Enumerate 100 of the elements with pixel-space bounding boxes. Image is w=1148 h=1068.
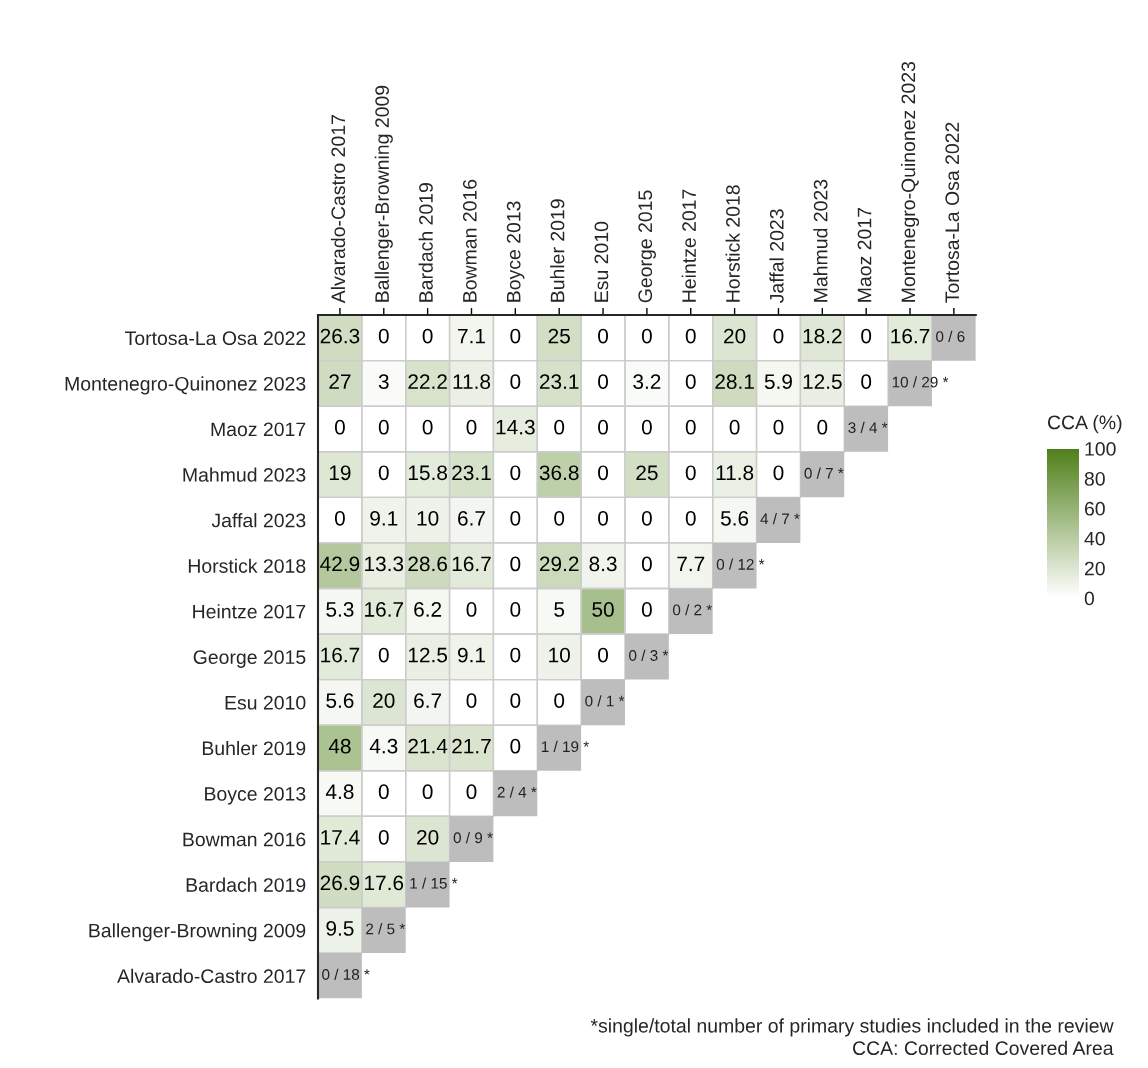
data-label: 0	[422, 419, 433, 435]
y-tick-label: George 2015	[193, 650, 306, 668]
data-label: 29.2	[539, 556, 579, 572]
data-label: 12.5	[408, 647, 448, 663]
data-label: 0	[378, 829, 389, 845]
data-label: 0	[641, 510, 652, 526]
x-tick-label: Bowman 2016	[462, 179, 477, 302]
data-label: 0	[510, 693, 521, 708]
data-label: 0	[510, 602, 521, 617]
data-label: 0	[598, 647, 609, 663]
x-tick-label: Montenegro-Quinonez 2023	[900, 61, 920, 302]
data-label: 0	[378, 647, 389, 663]
x-tick-label: Horstick 2018	[725, 185, 740, 302]
data-label: 4.3	[369, 738, 398, 754]
x-tick-label: Buhler 2019	[550, 199, 565, 302]
text: 3 / 4 *	[848, 421, 888, 434]
text: 10 / 29 *	[892, 376, 949, 388]
x-tick-label: George 2015	[638, 190, 656, 303]
x-tick-label: Mahmud 2023	[813, 179, 828, 302]
y-tick-label: Maoz 2017	[211, 422, 306, 437]
data-label: 27	[329, 374, 351, 389]
data-label: 0	[510, 738, 521, 754]
text: 0 / 2 *	[672, 604, 713, 616]
data-label: 5.9	[764, 374, 792, 389]
data-label: 3.2	[633, 374, 661, 389]
data-label: 0	[378, 419, 389, 435]
data-label: 0	[554, 510, 565, 526]
data-label: 21.4	[408, 738, 448, 754]
data-label: 9.1	[457, 647, 485, 663]
x-tick-label: Maoz 2017	[857, 208, 872, 302]
data-label: 8.3	[589, 556, 617, 572]
data-label: 15.8	[408, 465, 447, 481]
text: 1 / 19 *	[541, 740, 589, 753]
color-bar-title: CCA (%)	[1047, 415, 1122, 434]
data-label: 50	[592, 602, 614, 617]
data-label: 0	[598, 374, 609, 389]
data-label: 0	[510, 510, 521, 526]
y-tick-label: Horstick 2018	[188, 558, 306, 573]
data-label: 0	[510, 465, 521, 481]
y-tick-label: Ballenger-Browning 2009	[89, 923, 306, 942]
data-label: 0	[422, 328, 433, 344]
color-bar-label: 0	[1084, 591, 1095, 606]
data-label: 16.7	[321, 647, 360, 663]
data-label: 28.1	[715, 374, 754, 389]
data-label: 16.7	[365, 602, 404, 617]
text: 2 / 4 *	[497, 786, 537, 798]
data-label: 0	[510, 328, 521, 344]
text: 1 / 15 *	[410, 877, 458, 889]
data-label: 0	[510, 556, 521, 572]
y-tick-label: Bowman 2016	[183, 832, 306, 847]
data-label: 13.3	[365, 556, 404, 572]
data-label: 28.6	[408, 556, 447, 572]
data-label: 0	[641, 328, 652, 344]
text: 2 / 5 *	[366, 923, 406, 935]
data-label: 0	[861, 328, 872, 344]
data-label: 16.7	[452, 556, 491, 572]
data-label: 48	[328, 738, 351, 754]
y-tick-label: Esu 2010	[225, 695, 306, 710]
data-label: 20	[417, 829, 439, 845]
data-label: 0	[466, 602, 477, 617]
text: 0 / 3 *	[629, 649, 669, 661]
data-label: 42.9	[320, 556, 360, 572]
y-tick-label: Montenegro-Quinonez 2023	[65, 376, 306, 395]
color-bar-label: 80	[1084, 471, 1105, 486]
text: 0 / 1 *	[585, 695, 625, 707]
data-label: 7.1	[458, 328, 485, 344]
data-label: 0	[334, 419, 345, 435]
color-bar-label: 60	[1084, 501, 1105, 516]
data-label: 17.4	[321, 830, 360, 845]
data-label: 0	[685, 419, 696, 435]
data-label: 0	[510, 374, 521, 389]
data-label: 26.9	[320, 875, 360, 891]
data-label: 6.2	[414, 602, 442, 617]
text: 0 / 7 *	[804, 467, 844, 479]
data-label: 16.7	[891, 328, 930, 344]
data-label: 4.8	[325, 784, 354, 800]
data-label: 0	[598, 419, 609, 435]
data-label: 0	[510, 647, 521, 663]
data-label: 6.7	[414, 693, 442, 708]
text: 4 / 7 *	[760, 513, 800, 525]
data-label: 9.5	[326, 921, 354, 936]
data-label: 0	[641, 556, 652, 572]
data-label: 3	[378, 374, 389, 389]
data-label: 5.3	[326, 602, 354, 617]
data-label: 6.7	[458, 510, 485, 526]
color-bar-label: 100	[1085, 442, 1116, 456]
text: CCA: Corrected Covered Area	[853, 1040, 1114, 1056]
data-label: 0	[685, 465, 696, 481]
data-label: 9.1	[370, 510, 398, 526]
color-bar-label: 20	[1084, 561, 1105, 576]
data-label: 0	[598, 510, 609, 526]
x-tick-label: Boyce 2013	[506, 201, 525, 302]
data-label: 0	[773, 419, 784, 435]
data-label: 0	[378, 465, 389, 481]
data-label: 0	[773, 328, 784, 344]
data-label: 0	[641, 602, 652, 617]
data-label: 18.2	[803, 328, 842, 344]
data-label: 0	[817, 419, 828, 435]
x-tick-label: Heintze 2017	[681, 189, 696, 302]
data-label: 0	[466, 693, 477, 708]
